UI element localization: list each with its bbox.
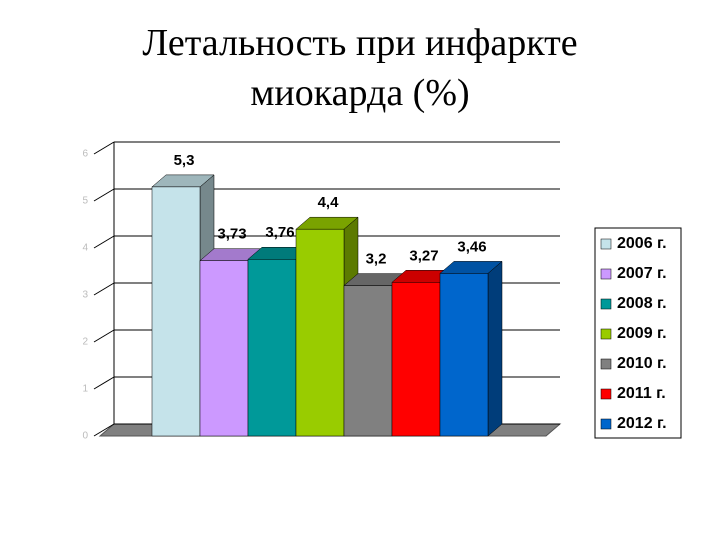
grid-line-side (93, 376, 115, 390)
y-tick-label: 6 (82, 149, 88, 160)
y-tick-label: 0 (82, 431, 88, 442)
value-label: 3,73 (217, 226, 246, 243)
bar (247, 259, 297, 437)
grid-line-side (93, 329, 115, 343)
bar-side (487, 260, 503, 437)
legend-swatch (600, 418, 612, 430)
grid-line-side (93, 235, 115, 249)
legend-label: 2007 г. (617, 265, 667, 282)
value-label: 5,3 (174, 152, 195, 169)
bar (343, 285, 393, 437)
chart-title: Летальность при инфаркте миокарда (%) (142, 22, 578, 114)
grid-line-side (93, 423, 115, 437)
value-label: 3,2 (366, 251, 387, 268)
bar (439, 273, 489, 437)
value-label: 4,4 (318, 194, 340, 211)
legend-label: 2008 г. (617, 295, 667, 312)
bar (391, 282, 441, 437)
legend-label: 2012 г. (617, 415, 667, 432)
legend-swatch (600, 388, 612, 400)
legend-label: 2010 г. (617, 355, 667, 372)
legend-swatch (600, 268, 612, 280)
bar (151, 186, 201, 437)
bar (295, 228, 345, 437)
bar (199, 260, 249, 437)
legend-label: 2011 г. (617, 385, 666, 402)
y-tick-label: 2 (82, 337, 88, 348)
legend-swatch (600, 328, 612, 340)
value-label: 3,76 (265, 224, 294, 241)
grid-line-side (93, 141, 115, 155)
y-tick-label: 5 (82, 196, 88, 207)
legend-swatch (600, 358, 612, 370)
value-label: 3,46 (457, 238, 486, 255)
legend-swatch (600, 298, 612, 310)
y-tick-label: 4 (82, 243, 88, 254)
y-tick-label: 3 (82, 290, 88, 301)
y-tick-label: 1 (82, 384, 88, 395)
legend-label: 2006 г. (617, 235, 667, 252)
legend-label: 2009 г. (617, 325, 667, 342)
grid-line-side (93, 188, 115, 202)
grid-line-side (93, 282, 115, 296)
value-label: 3,27 (409, 247, 438, 264)
legend-swatch (600, 238, 612, 250)
